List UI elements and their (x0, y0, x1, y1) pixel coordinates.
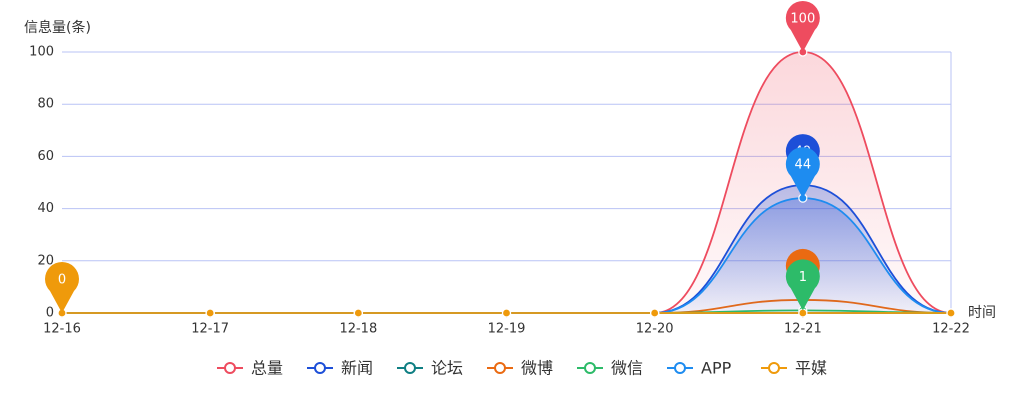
legend-dot (584, 362, 596, 374)
y-tick-label: 60 (37, 149, 54, 164)
pin-shape (785, 259, 820, 311)
x-tick-label: 12-21 (784, 322, 822, 337)
legend-item[interactable]: APP (667, 359, 732, 378)
max-pin: 0 (45, 261, 79, 313)
legend-dot (404, 362, 416, 374)
legend-dot (224, 362, 236, 374)
pin-label: 1 (799, 270, 807, 285)
point (353, 308, 363, 318)
x-tick-label: 12-16 (43, 322, 81, 337)
x-tick-label: 12-20 (636, 322, 674, 337)
legend-label: 平媒 (795, 359, 827, 378)
pin-label: 100 (790, 12, 815, 27)
pin-shape (45, 261, 79, 313)
area (62, 198, 951, 313)
legend-dot (494, 362, 506, 374)
point (650, 308, 660, 318)
legend-item[interactable]: 平媒 (761, 359, 827, 378)
pin-shape (785, 147, 820, 199)
x-tick-label: 12-19 (488, 322, 526, 337)
legend-item[interactable]: 新闻 (307, 359, 373, 378)
point (205, 308, 215, 318)
pin-label: 44 (795, 158, 812, 173)
y-tick-label: 0 (46, 306, 54, 321)
legend-item[interactable]: 论坛 (397, 359, 463, 378)
max-pin: 44 (785, 147, 820, 199)
legend-item[interactable]: 微信 (577, 359, 643, 378)
point (946, 308, 956, 318)
legend-label: 论坛 (431, 359, 463, 378)
y-tick-label: 20 (37, 253, 54, 268)
legend-label: 新闻 (341, 359, 373, 378)
y-axis-title: 信息量(条) (24, 19, 91, 36)
x-tick-label: 12-18 (339, 322, 377, 337)
pin-shape (785, 0, 820, 53)
max-pin: 100 (785, 0, 820, 53)
legend-label: 微博 (521, 359, 553, 378)
legend-dot (674, 362, 686, 374)
legend-label: 微信 (611, 359, 643, 378)
max-pin: 1 (785, 259, 820, 311)
legend-item[interactable]: 总量 (217, 359, 283, 378)
x-tick-label: 12-22 (932, 322, 970, 337)
x-tick-label: 12-17 (191, 322, 229, 337)
legend-dot (314, 362, 326, 374)
y-tick-label: 40 (37, 201, 54, 216)
legend-label: APP (701, 359, 732, 378)
y-tick-label: 100 (29, 45, 54, 60)
y-tick-label: 80 (37, 97, 54, 112)
legend-label: 总量 (251, 359, 283, 378)
pin-label: 0 (58, 273, 66, 288)
legend-item[interactable]: 微博 (487, 359, 553, 378)
point (501, 308, 512, 318)
legend-dot (768, 362, 780, 374)
x-axis-title: 时间 (968, 305, 996, 321)
